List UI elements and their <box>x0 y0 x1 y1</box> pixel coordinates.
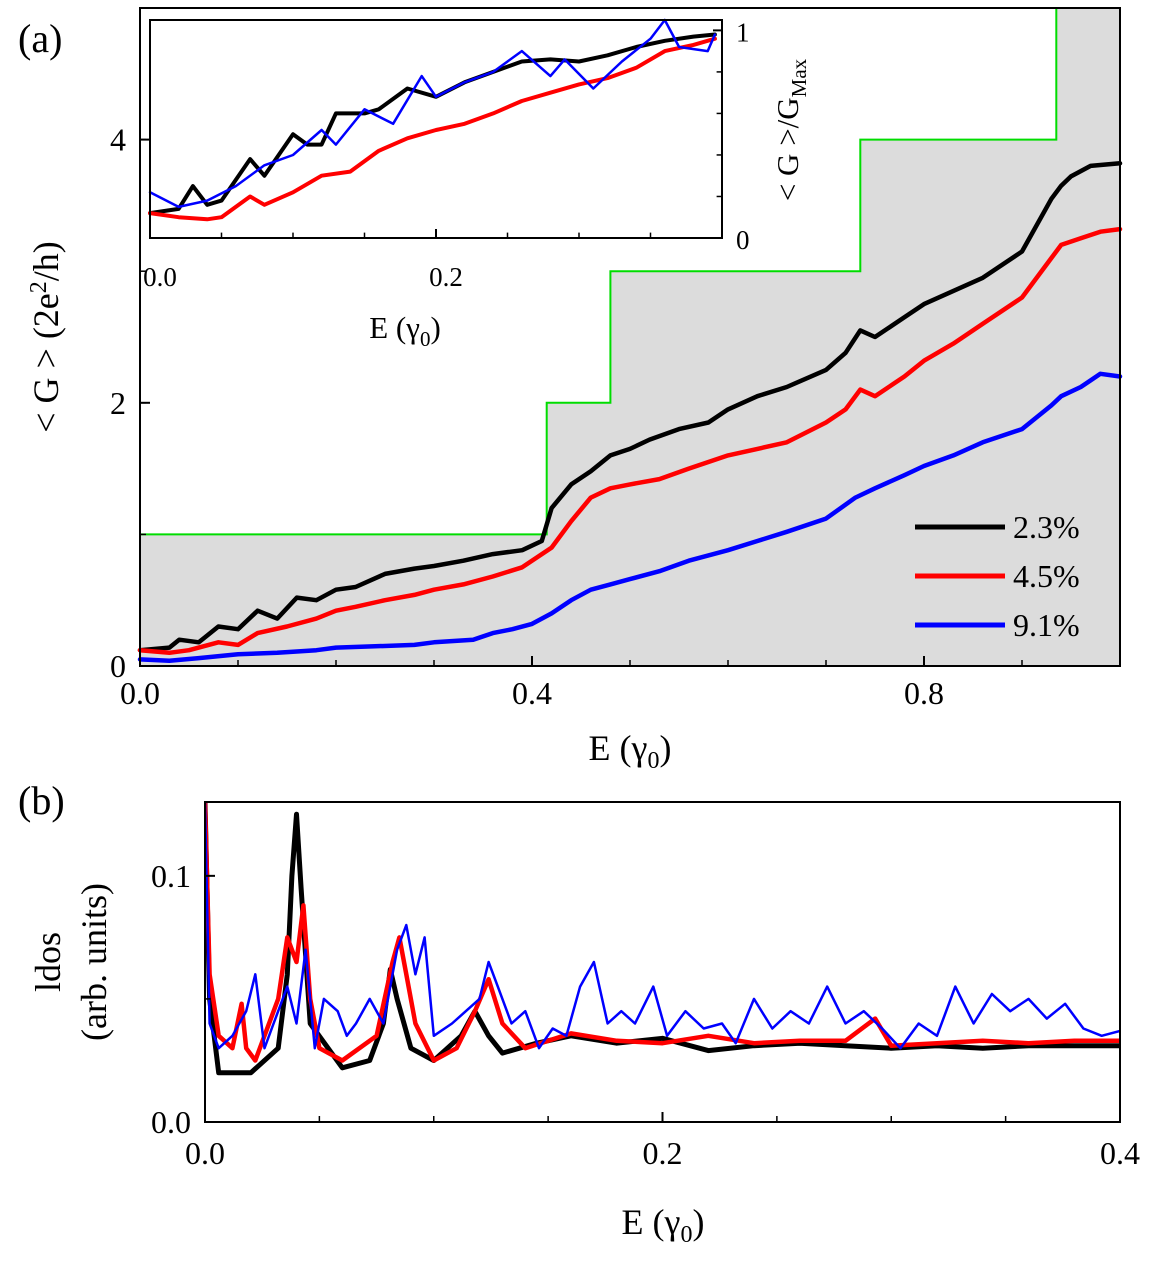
inset-ylabel: < G >/GMax <box>770 58 811 201</box>
panel-a-xtick-label: 0.8 <box>904 675 944 711</box>
legend: 2.3% 4.5% 9.1% <box>915 509 1080 643</box>
legend-label-9.1: 9.1% <box>1013 607 1080 643</box>
panel-a-ylabel: < G > (2e2/h) <box>26 241 66 433</box>
inset-chart: 0.0 0.2 0 1 E (γ0) < G >/GMax <box>143 17 811 351</box>
panel-b-label: (b) <box>18 778 65 823</box>
panel-b-ylabel-line1: ldos <box>28 932 68 992</box>
panel-a-series-4-5- <box>137 226 1123 656</box>
legend-label-4.5: 4.5% <box>1013 558 1080 594</box>
panel-b-ytick-label: 0.0 <box>151 1104 191 1140</box>
legend-label-2.3: 2.3% <box>1013 509 1080 545</box>
panel-b-xtick-label: 0.4 <box>1100 1135 1140 1171</box>
panel-a-ytick-label: 4 <box>110 122 126 158</box>
panel-a-ytick-label: 2 <box>110 385 126 421</box>
inset-series-2-3- <box>148 32 717 216</box>
panel-b-xtick-label: 0.2 <box>643 1135 683 1171</box>
panel-a-xtick-label: 0.4 <box>512 675 552 711</box>
inset-ytick-label: 0 <box>736 225 750 255</box>
panel-b-series-9-1- <box>205 802 1120 1050</box>
panel-a-step-fill <box>140 8 1120 666</box>
panel-a-ytick-label: 0 <box>110 648 126 684</box>
inset-xlabel: E (γ0) <box>369 310 441 351</box>
panel-a: (a) 0.0 0.4 0.8 0 2 4 E (γ0) < G > (2e2/h) 0… <box>18 7 1123 774</box>
panel-b-series-2-3- <box>205 802 1120 1076</box>
panel-a-series-2-3- <box>137 161 1123 653</box>
inset-series-9-1- <box>148 18 717 209</box>
inset-ytick-label: 1 <box>736 17 750 47</box>
panel-b-xtick-label: 0.0 <box>185 1135 225 1171</box>
panel-b-ylabel-line2: (arb. units) <box>74 883 114 1041</box>
panel-a-series-9-1- <box>137 371 1123 663</box>
panel-b-frame <box>204 801 1121 1123</box>
inset-xtick-label: 0.2 <box>429 262 463 292</box>
panel-b-xlabel: E (γ0) <box>622 1202 705 1248</box>
panel-a-label: (a) <box>18 16 62 61</box>
panel-a-xtick-label: 0.0 <box>120 675 160 711</box>
inset-xtick-label: 0.0 <box>143 262 177 292</box>
panel-b-ytick-label: 0.1 <box>151 858 191 894</box>
panel-b: (b) 0.0 0.2 0.4 0.0 0.1 E (γ0) ldos (arb. u… <box>18 778 1140 1248</box>
inset-series-4-5- <box>148 36 717 222</box>
panel-a-step-line <box>140 7 1120 536</box>
panel-a-xlabel: E (γ0) <box>589 728 672 774</box>
